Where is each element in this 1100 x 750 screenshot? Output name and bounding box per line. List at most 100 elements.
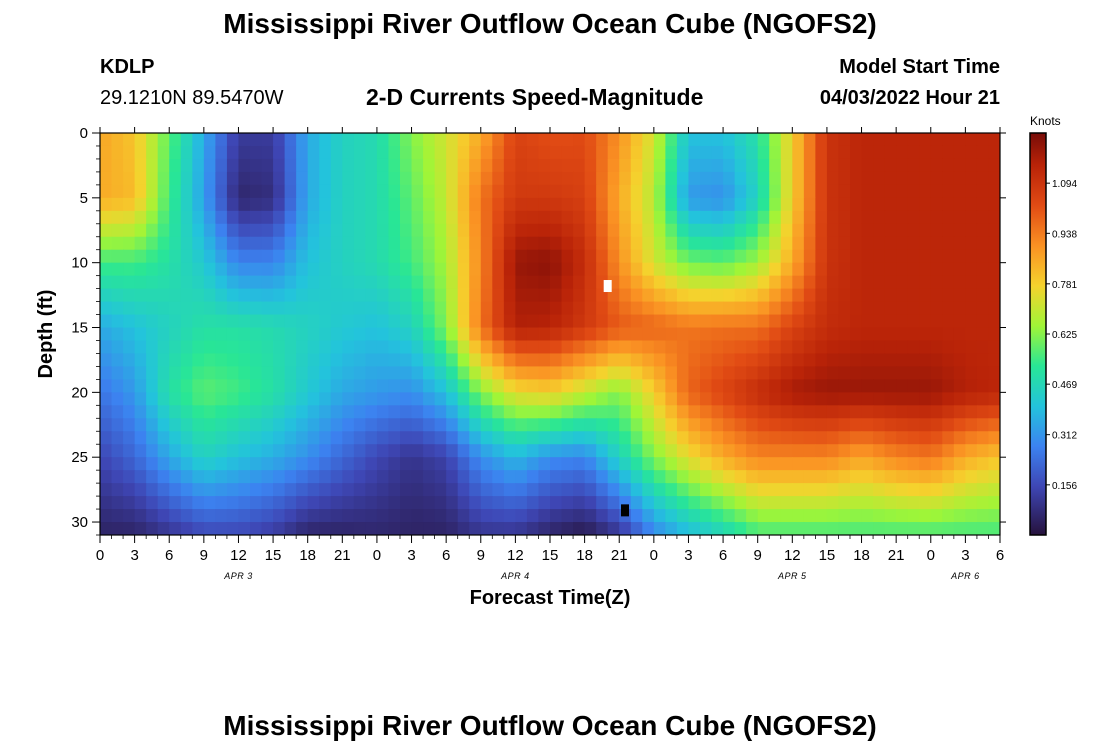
heatmap-cell	[873, 340, 886, 355]
heatmap-cell	[930, 340, 943, 355]
heatmap-cell	[492, 418, 505, 432]
heatmap-cell	[400, 223, 413, 238]
heatmap-cell	[550, 392, 563, 406]
heatmap-cell	[734, 301, 747, 316]
heatmap-cell	[769, 327, 782, 342]
heatmap-cell	[711, 418, 724, 432]
heatmap-cell	[503, 379, 516, 393]
heatmap-cell	[423, 483, 436, 497]
heatmap-cell	[480, 275, 493, 290]
heatmap-cell	[411, 145, 424, 160]
heatmap-cell	[596, 314, 609, 329]
heatmap-cell	[630, 145, 643, 160]
heatmap-cell	[330, 444, 343, 458]
heatmap-cell	[526, 392, 540, 406]
heatmap-cell	[365, 340, 378, 355]
heatmap-cell	[919, 496, 932, 510]
heatmap-cell	[907, 197, 920, 212]
heatmap-cell	[746, 184, 759, 199]
heatmap-cell	[919, 145, 932, 160]
heatmap-cell	[884, 210, 897, 225]
heatmap-cell	[642, 133, 655, 147]
heatmap-cell	[884, 275, 897, 290]
y-tick-label: 0	[80, 125, 88, 142]
heatmap-cell	[411, 379, 424, 393]
heatmap-cell	[342, 275, 355, 290]
heatmap-cell	[480, 184, 493, 199]
heatmap-cell	[780, 184, 793, 199]
heatmap-cell	[896, 184, 909, 199]
colorbar-tick-label: 0.781	[1052, 280, 1077, 291]
heatmap-cell	[965, 483, 978, 497]
heatmap-cell	[584, 431, 597, 445]
heatmap-cell	[734, 158, 747, 173]
heatmap-cell	[907, 457, 920, 471]
heatmap-cell	[226, 444, 240, 458]
heatmap-cell	[157, 444, 170, 458]
heatmap-cell	[850, 418, 863, 432]
heatmap-cell	[284, 444, 297, 458]
heatmap-cell	[965, 197, 978, 212]
heatmap-cell	[642, 353, 655, 368]
heatmap-cell	[134, 133, 147, 147]
heatmap-cell	[688, 444, 701, 458]
heatmap-cell	[896, 249, 909, 264]
heatmap-cell	[169, 522, 182, 535]
heatmap-cell	[676, 405, 690, 419]
heatmap-cell	[123, 210, 136, 225]
heatmap-cell	[411, 171, 424, 186]
heatmap-cell	[123, 392, 136, 406]
heatmap-cell	[665, 457, 678, 471]
heatmap-cell	[492, 301, 505, 316]
heatmap-cell	[746, 301, 759, 316]
heatmap-cell	[376, 327, 390, 342]
heatmap-cell	[919, 301, 932, 316]
heatmap-cell	[503, 327, 516, 342]
heatmap-cell	[296, 158, 309, 173]
heatmap-cell	[423, 262, 436, 277]
heatmap-cell	[907, 418, 920, 432]
heatmap-cell	[492, 314, 505, 329]
heatmap-cell	[803, 133, 816, 147]
heatmap-cell	[607, 522, 620, 535]
heatmap-cell	[388, 301, 401, 316]
heatmap-cell	[215, 158, 228, 173]
heatmap-cell	[803, 158, 816, 173]
heatmap-cell	[919, 457, 932, 471]
heatmap-cell	[111, 444, 124, 458]
heatmap-cell	[930, 236, 943, 251]
heatmap-cell	[515, 223, 528, 238]
heatmap-cell	[226, 314, 240, 329]
heatmap-cell	[215, 171, 228, 186]
heatmap-cell	[469, 275, 482, 290]
heatmap-cell	[965, 457, 978, 471]
heatmap-cell	[365, 145, 378, 160]
heatmap-cell	[919, 210, 932, 225]
heatmap-cell	[538, 133, 551, 147]
heatmap-cell	[169, 301, 182, 316]
heatmap-cell	[803, 314, 816, 329]
heatmap-cell	[457, 509, 470, 523]
heatmap-cell	[503, 418, 516, 432]
heatmap-cell	[492, 236, 505, 251]
heatmap-cell	[100, 301, 113, 316]
heatmap-cell	[400, 184, 413, 199]
heatmap-cell	[250, 405, 263, 419]
heatmap-cell	[284, 496, 297, 510]
heatmap-cell	[746, 340, 759, 355]
heatmap-cell	[134, 457, 147, 471]
heatmap-cell	[746, 158, 759, 173]
heatmap-cell	[180, 262, 193, 277]
heatmap-cell	[353, 249, 366, 264]
heatmap-cell	[976, 509, 990, 523]
heatmap-cell	[676, 366, 690, 380]
heatmap-cell	[307, 431, 320, 445]
heatmap-cell	[180, 509, 193, 523]
heatmap-cell	[630, 314, 643, 329]
heatmap-cell	[734, 444, 747, 458]
heatmap-cell	[215, 405, 228, 419]
heatmap-cell	[861, 483, 874, 497]
heatmap-cell	[480, 210, 493, 225]
heatmap-cell	[111, 366, 124, 380]
heatmap-cell	[653, 158, 666, 173]
